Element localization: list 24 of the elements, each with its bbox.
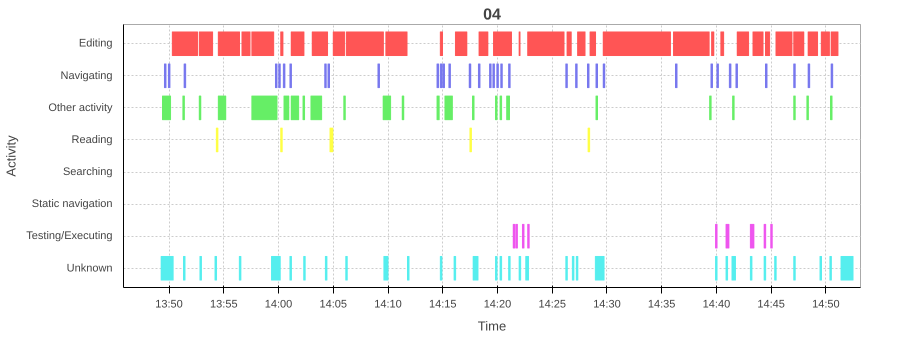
chart-title: 04 — [483, 6, 501, 24]
y-tick-label: Static navigation — [32, 198, 112, 210]
y-tick-label: Reading — [72, 134, 113, 146]
x-tick-label: 14:50 — [812, 298, 840, 310]
y-tick-label: Searching — [62, 166, 113, 178]
y-tick-label: Navigating — [60, 70, 113, 82]
y-tick-label: Editing — [78, 38, 113, 50]
x-tick-label: 14:05 — [319, 298, 348, 310]
y-tick-label: Other activity — [48, 102, 113, 114]
x-tick-label: 13:55 — [210, 298, 238, 310]
x-tick-label: 14:20 — [484, 298, 512, 310]
x-tick-label: 14:15 — [428, 298, 457, 310]
x-tick-label: 13:50 — [155, 298, 183, 310]
x-tick-label: 14:25 — [538, 298, 566, 310]
x-tick-label: 14:30 — [593, 298, 621, 310]
y-tick-label: Testing/Executing — [26, 230, 112, 242]
y-axis-title: Activity — [3, 134, 18, 177]
x-tick-label: 14:40 — [702, 298, 730, 310]
x-tick-label: 14:00 — [264, 298, 292, 310]
x-tick-label: 14:35 — [648, 298, 676, 310]
x-axis-title: Time — [478, 318, 506, 334]
x-tick-label: 14:45 — [757, 298, 785, 310]
x-tick-label: 14:10 — [374, 298, 402, 310]
y-tick-label: Unknown — [66, 262, 112, 274]
